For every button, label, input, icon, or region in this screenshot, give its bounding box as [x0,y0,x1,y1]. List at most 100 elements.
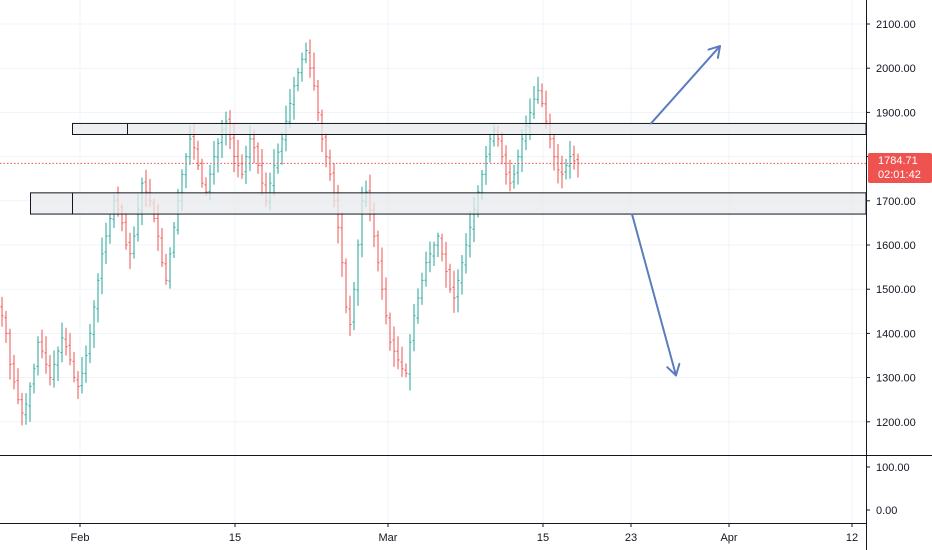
candle [24,393,28,425]
candle [460,255,464,295]
candle [456,269,460,313]
candle [432,241,436,266]
candle [356,239,360,306]
candle [428,241,432,273]
time-tick-label: Apr [720,532,737,544]
horizontal-zones[interactable] [30,122,867,215]
candle [504,145,508,185]
price-tick-label: 2100.00 [876,19,916,31]
candle [276,143,280,174]
candle [516,149,520,185]
candle [508,159,512,192]
candle [452,270,456,313]
candle [296,67,300,92]
candle [444,241,448,288]
candle [100,237,104,295]
candle [416,288,420,324]
candle [68,333,72,366]
price-tick-label: 1600.00 [876,240,916,252]
last-price-tag: 1784.71 02:01:42 [868,153,932,183]
candle [76,370,80,400]
candle [36,336,40,376]
candle [52,350,56,388]
candle [420,272,424,305]
projection-arrows[interactable] [631,45,721,377]
candle [348,295,352,336]
price-tick-label: 1400.00 [876,328,916,340]
candle [64,327,68,356]
candle [252,129,256,163]
candle [340,211,344,277]
candle [376,230,380,272]
candle [424,251,428,287]
candle [256,142,260,174]
candle [464,233,468,274]
indicator-tick-label: 100.00 [876,462,910,474]
support-resistance-zone[interactable] [72,122,867,135]
candle [196,140,200,170]
candle [96,273,100,323]
time-tick-label: 23 [625,532,637,544]
projection-arrow-up[interactable] [650,45,721,125]
price-tick-label: 1300.00 [876,373,916,385]
candle [84,345,88,383]
candle [168,247,172,289]
candle [88,323,92,364]
candle [484,146,488,185]
candle [388,312,392,351]
candle [80,356,84,394]
candle [468,211,472,258]
indicator-axis[interactable]: 100.00 0.00 [866,462,910,517]
candle [316,79,320,122]
candle [40,329,44,359]
candle [240,154,244,179]
time-axis[interactable]: Feb 15 Mar 15 23 Apr 12 [71,523,859,544]
candle [172,221,176,259]
candle [124,213,128,250]
support-resistance-zone[interactable] [30,192,867,215]
candle [544,90,548,130]
candle [300,52,304,82]
candle [60,322,64,363]
candle [500,132,504,165]
candle [92,300,96,349]
candle [12,354,16,390]
candle [396,336,400,370]
projection-arrow-down[interactable] [631,213,681,377]
candle [56,346,60,381]
candle [260,148,264,196]
candle [216,138,220,173]
candle [440,233,444,262]
candle [532,85,536,119]
candle [540,83,544,108]
candle [408,334,412,391]
price-axis[interactable]: 2100.002000.001900.001800.001700.001600.… [866,19,916,429]
candle [392,326,396,367]
price-tick-label: 1900.00 [876,107,916,119]
time-tick-label: 15 [537,532,549,544]
time-tick-label: Feb [71,532,90,544]
candle [132,226,136,259]
candle [44,336,48,374]
candle [552,134,556,171]
candle [312,52,316,91]
candle [244,145,248,184]
price-tick-label: 2000.00 [876,63,916,75]
bar-countdown: 02:01:42 [878,169,921,181]
candle [436,232,440,257]
candle [32,363,36,394]
candle [520,129,524,172]
candle [576,153,580,178]
time-tick-label: 15 [229,532,241,544]
candle [272,149,276,197]
candle [236,139,240,178]
candle [536,76,540,104]
candle [568,141,572,179]
candle [280,132,284,165]
candle [512,164,516,189]
candle [72,351,76,383]
last-price-value: 1784.71 [878,155,918,167]
price-tick-label: 1500.00 [876,284,916,296]
price-tick-label: 1700.00 [876,196,916,208]
